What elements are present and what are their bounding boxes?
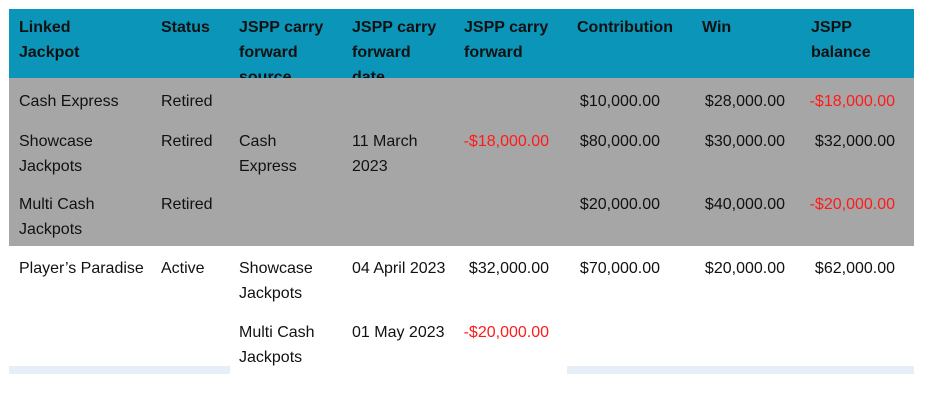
table-body: Cash Express Retired $10,000.00 $28,000.… bbox=[9, 78, 914, 368]
cell-win: $40,000.00 bbox=[704, 196, 785, 213]
cell-win: $28,000.00 bbox=[704, 93, 785, 110]
retired-rows-background bbox=[9, 78, 914, 246]
cell-contribution: $80,000.00 bbox=[579, 133, 660, 150]
cell-status: Retired bbox=[161, 133, 213, 150]
cell-win: $30,000.00 bbox=[704, 133, 785, 150]
cell-status: Active bbox=[161, 260, 205, 277]
cell-win: $20,000.00 bbox=[704, 260, 785, 277]
cell-status: Retired bbox=[161, 196, 213, 213]
cell-contribution: $10,000.00 bbox=[579, 93, 660, 110]
col-win: Win bbox=[702, 19, 732, 36]
cell-status: Retired bbox=[161, 93, 213, 110]
cell-jackpot: Player’s Paradise bbox=[19, 260, 144, 277]
cell-cf-source: Showcase Jackpots bbox=[239, 260, 313, 302]
cell-jackpot: Showcase Jackpots bbox=[19, 133, 93, 175]
cell-cf-date: 04 April 2023 bbox=[352, 260, 446, 277]
jackpot-table: Linked Jackpot Status JSPP carry forward… bbox=[9, 9, 914, 368]
col-balance: JSPP balance bbox=[811, 19, 871, 61]
cell-jackpot: Multi Cash Jackpots bbox=[19, 196, 95, 238]
cell-cf-source: Multi Cash Jackpots bbox=[239, 324, 315, 366]
cell-cf-amount: $32,000.00 bbox=[468, 260, 549, 277]
col-cf-amount: JSPP carry forward bbox=[464, 19, 549, 61]
table-header: Linked Jackpot Status JSPP carry forward… bbox=[9, 9, 914, 86]
table-bottom-band-right bbox=[567, 366, 914, 374]
cell-balance: -$18,000.00 bbox=[809, 93, 895, 110]
cell-balance: $62,000.00 bbox=[814, 260, 895, 277]
cell-contribution: $20,000.00 bbox=[579, 196, 660, 213]
cell-balance: -$20,000.00 bbox=[809, 196, 895, 213]
table-bottom-band-left bbox=[9, 366, 230, 374]
cell-cf-date: 11 March 2023 bbox=[352, 133, 418, 175]
cell-cf-source: Cash Express bbox=[239, 133, 297, 175]
col-contribution: Contribution bbox=[577, 19, 673, 36]
col-linked-jackpot: Linked Jackpot bbox=[19, 19, 80, 61]
cell-balance: $32,000.00 bbox=[814, 133, 895, 150]
cell-cf-amount: -$20,000.00 bbox=[463, 324, 549, 341]
cell-contribution: $70,000.00 bbox=[579, 260, 660, 277]
cell-cf-amount: -$18,000.00 bbox=[463, 133, 549, 150]
cell-cf-date: 01 May 2023 bbox=[352, 324, 445, 341]
col-status: Status bbox=[161, 19, 210, 36]
cell-jackpot: Cash Express bbox=[19, 93, 119, 110]
